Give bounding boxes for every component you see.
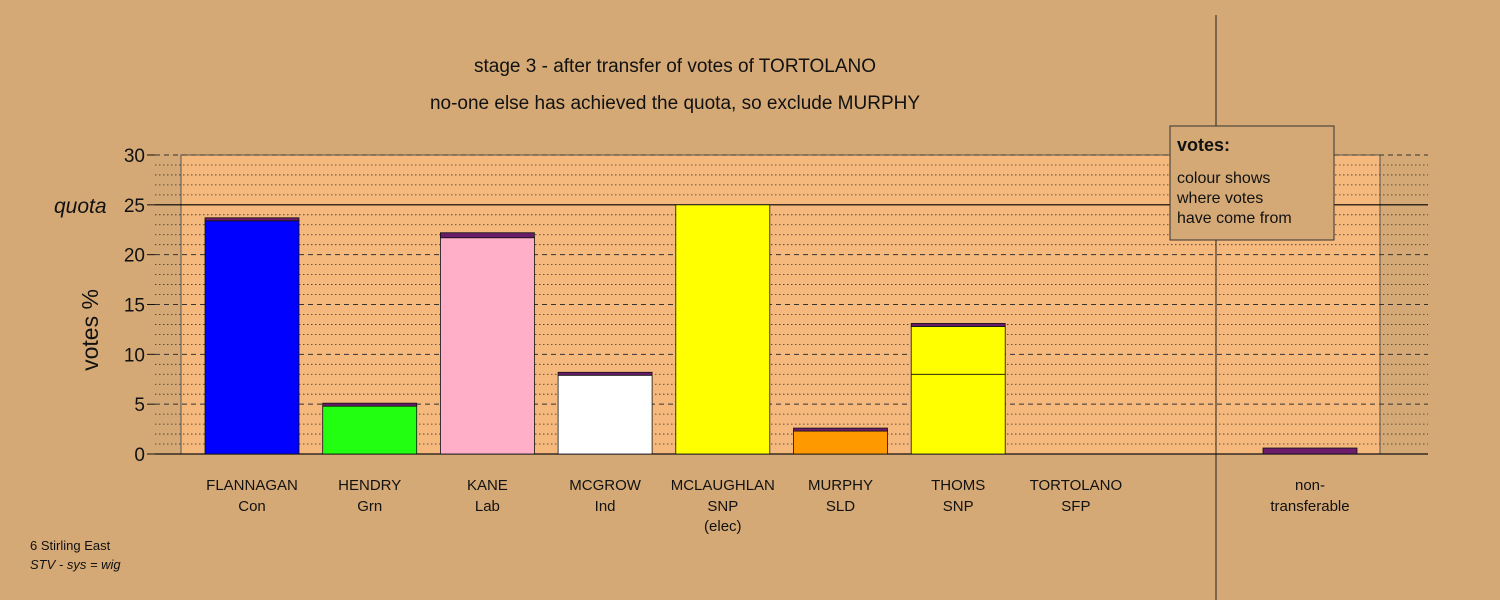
bar-segment	[204, 220, 300, 455]
legend-line-2: where votes	[1176, 190, 1263, 207]
y-tick-label: 20	[124, 246, 145, 267]
bar-segment	[439, 232, 535, 239]
candidate-note: (elec)	[704, 518, 742, 535]
legend-title: votes:	[1177, 135, 1230, 155]
candidate-name: MCGROW	[569, 477, 641, 494]
candidate-name: HENDRY	[338, 477, 401, 494]
candidate-name: FLANNAGAN	[206, 477, 298, 494]
footer-ward: 6 Stirling East	[30, 538, 111, 553]
bar-segment	[910, 326, 1006, 375]
nontransferable-label-2: transferable	[1270, 498, 1349, 515]
candidate-party: Grn	[357, 498, 382, 515]
candidate-name: MCLAUGHLAN	[671, 477, 775, 494]
y-tick-label: 0	[134, 445, 145, 466]
y-axis: 0 5 10 15 20 25 30 quota	[54, 146, 155, 466]
y-tick-label: 25	[124, 196, 145, 217]
candidate-name: THOMS	[931, 477, 985, 494]
bar-segment	[675, 204, 771, 455]
bar-segment	[322, 405, 418, 455]
bar-segment	[557, 371, 653, 376]
y-tick-label: 5	[134, 395, 145, 416]
candidate-party: Con	[238, 498, 266, 515]
candidate-party: SLD	[826, 498, 855, 515]
bar-segment	[910, 373, 1006, 455]
candidate-party: Ind	[595, 498, 616, 515]
candidate-name: KANE	[467, 477, 508, 494]
category-labels: FLANNAGAN Con HENDRY Grn KANE Lab MCGROW Ind MCL…	[206, 477, 1349, 535]
legend-line-1: colour shows	[1177, 170, 1270, 187]
y-axis-label: votes %	[77, 289, 103, 371]
quota-label: quota	[54, 195, 107, 218]
candidate-party: SNP	[707, 498, 738, 515]
bar-segment	[910, 323, 1006, 327]
bar-segment	[557, 374, 653, 455]
chart-title: stage 3 - after transfer of votes of TOR…	[474, 56, 876, 77]
candidate-name: MURPHY	[808, 477, 873, 494]
bar-segment	[793, 430, 888, 455]
bar-segment	[204, 217, 300, 222]
y-tick-label: 15	[124, 296, 145, 317]
legend-box	[1169, 125, 1335, 241]
y-tick-label: 10	[124, 345, 145, 366]
candidate-name: TORTOLANO	[1030, 477, 1123, 494]
candidate-party: SNP	[943, 498, 974, 515]
nontransferable-label-1: non-	[1295, 477, 1325, 494]
candidate-party: Lab	[475, 498, 500, 515]
bar-segment	[793, 427, 888, 432]
bar-segment	[322, 402, 418, 407]
legend-line-3: have come from	[1177, 210, 1292, 227]
nontransferable-bar	[1262, 447, 1358, 455]
bars-group	[204, 204, 1358, 455]
bar-segment	[439, 237, 535, 455]
legend: votes: colour shows where votes have com…	[1169, 125, 1335, 241]
footer-system: STV - sys = wig	[30, 557, 121, 572]
y-tick-label: 30	[124, 146, 145, 167]
chart-subtitle: no-one else has achieved the quota, so e…	[430, 93, 920, 114]
candidate-party: SFP	[1061, 498, 1090, 515]
